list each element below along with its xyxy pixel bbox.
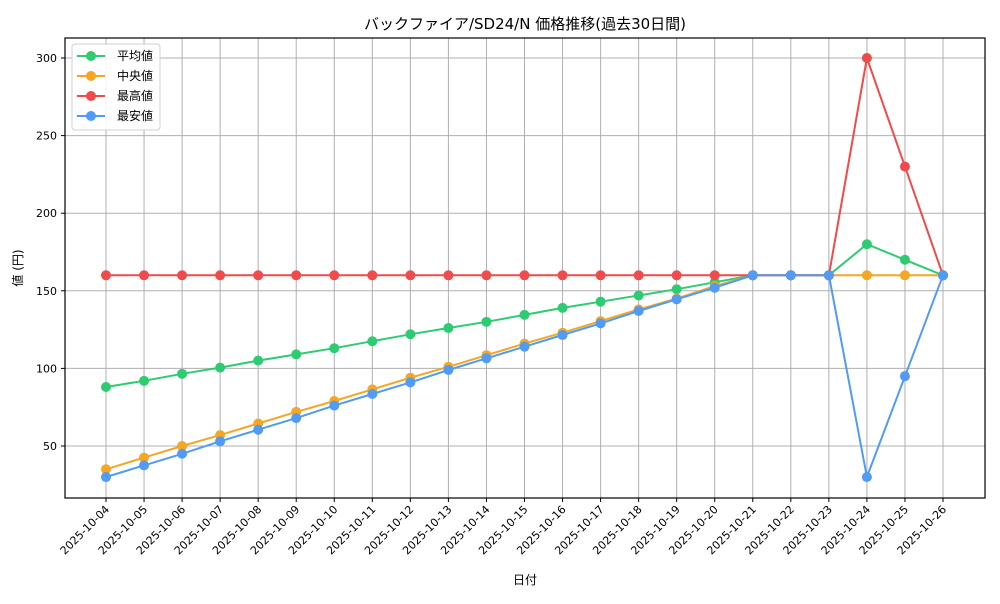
data-point (709, 282, 720, 293)
data-point (405, 270, 416, 281)
data-point (595, 296, 606, 307)
data-point (519, 341, 530, 352)
data-point (899, 270, 910, 281)
data-point (367, 336, 378, 347)
data-point (177, 448, 188, 459)
legend-label: 中央値 (117, 68, 153, 83)
legend-item: 中央値 (77, 68, 153, 83)
legend-item: 最高値 (77, 88, 153, 103)
data-point (899, 254, 910, 265)
y-tick-label: 300 (36, 52, 57, 65)
chart-title: バックファイア/SD24/N 価格推移(過去30日間) (364, 15, 686, 33)
data-point (291, 349, 302, 360)
legend-label: 最高値 (117, 88, 153, 103)
data-point (861, 239, 872, 250)
data-point (405, 329, 416, 340)
y-tick-label: 250 (36, 130, 57, 143)
data-point (747, 270, 758, 281)
data-point (139, 270, 150, 281)
data-point (291, 413, 302, 424)
y-axis-label: 値 (円) (10, 249, 25, 286)
data-point (671, 270, 682, 281)
data-point (519, 309, 530, 320)
data-point (557, 270, 568, 281)
legend-marker-icon (86, 91, 96, 101)
legend-marker-icon (86, 51, 96, 61)
data-series (101, 53, 948, 483)
data-point (861, 270, 872, 281)
data-point (253, 355, 264, 366)
data-point (633, 305, 644, 316)
legend-label: 最安値 (117, 108, 153, 123)
data-point (481, 316, 492, 327)
series-最安値 (101, 270, 948, 483)
y-axis: 50 100 150 200 250 300 (36, 52, 65, 453)
legend-item: 最安値 (77, 108, 153, 123)
data-point (899, 161, 910, 172)
data-point (367, 270, 378, 281)
data-point (405, 377, 416, 388)
data-point (938, 270, 948, 281)
data-point (101, 382, 111, 393)
data-point (443, 323, 454, 334)
data-point (253, 424, 264, 435)
data-point (253, 270, 264, 281)
x-axis: 2025-10-042025-10-052025-10-062025-10-07… (58, 498, 949, 557)
data-point (101, 472, 111, 483)
legend-item: 平均値 (77, 48, 153, 63)
data-point (481, 353, 492, 364)
data-point (557, 330, 568, 341)
legend-box (71, 43, 161, 131)
data-point (709, 270, 720, 281)
data-point (139, 375, 150, 386)
data-point (329, 400, 340, 411)
data-point (443, 364, 454, 375)
data-point (177, 270, 188, 281)
data-point (519, 270, 530, 281)
data-point (899, 371, 910, 382)
data-point (633, 270, 644, 281)
plot-frame (64, 37, 986, 499)
data-point (139, 460, 150, 471)
data-point (595, 318, 606, 329)
data-point (215, 362, 226, 373)
data-point (101, 464, 111, 475)
data-point (177, 368, 188, 379)
data-point (367, 389, 378, 400)
data-point (329, 343, 340, 354)
data-point (633, 290, 644, 301)
data-point (595, 270, 606, 281)
y-tick-label: 100 (36, 362, 57, 375)
legend-marker-icon (86, 71, 96, 81)
data-point (139, 452, 150, 463)
grid-lines (65, 38, 985, 498)
data-point (785, 270, 796, 281)
data-point (329, 270, 340, 281)
data-point (481, 270, 492, 281)
legend-marker-icon (86, 111, 96, 121)
data-point (215, 270, 226, 281)
y-tick-label: 150 (36, 285, 57, 298)
data-point (671, 284, 682, 295)
series-平均値 (101, 239, 948, 393)
legend-label: 平均値 (117, 48, 153, 63)
data-point (557, 302, 568, 313)
data-point (823, 270, 834, 281)
data-point (101, 270, 111, 281)
x-axis-label: 日付 (513, 573, 537, 587)
data-point (215, 436, 226, 447)
data-point (291, 270, 302, 281)
data-point (177, 441, 188, 451)
y-tick-label: 50 (43, 440, 57, 453)
y-tick-label: 200 (36, 207, 57, 220)
data-point (443, 270, 454, 281)
data-point (861, 53, 872, 63)
data-point (671, 294, 682, 305)
data-point (861, 472, 872, 483)
